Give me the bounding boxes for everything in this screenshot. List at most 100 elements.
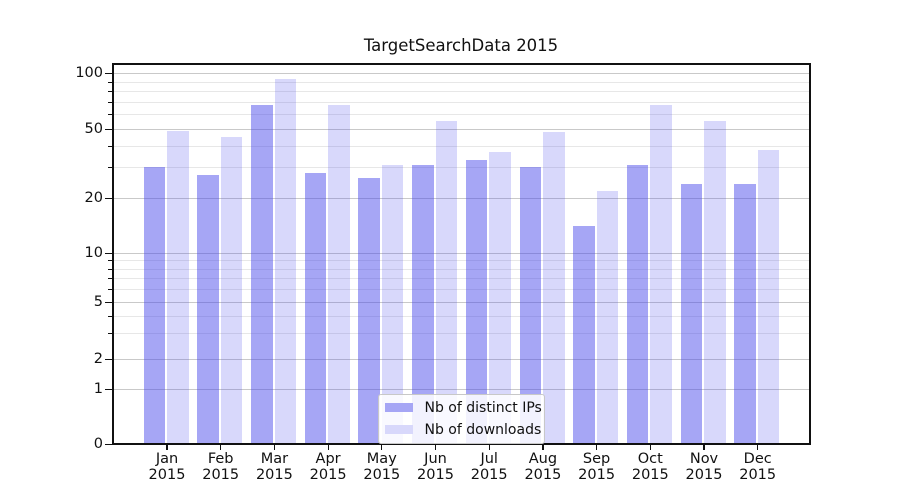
legend-item-distinct-ips: Nb of distinct IPs [379, 398, 544, 418]
y-minor-tick-mark-6 [108, 289, 112, 291]
minor-gridline-30 [113, 167, 810, 169]
x-tick-label-apr: Apr 2015 [309, 451, 347, 483]
top-spine [112, 63, 811, 65]
y-tick-mark-5 [105, 302, 112, 304]
x-tick-mark-dec [757, 444, 759, 450]
bar-ips-mar [251, 105, 273, 445]
minor-gridline-8 [113, 268, 810, 270]
x-tick-label-jan: Jan 2015 [148, 451, 186, 483]
bottom-spine [112, 443, 811, 446]
y-minor-tick-mark-4 [108, 315, 112, 317]
y-tick-mark-100 [105, 73, 112, 75]
x-tick-label-may: May 2015 [363, 451, 401, 483]
major-gridline-100 [113, 73, 810, 75]
minor-gridline-60 [113, 114, 810, 116]
major-gridline-50 [113, 129, 810, 131]
y-minor-tick-mark-9 [108, 260, 112, 262]
x-tick-label-aug: Aug 2015 [524, 451, 562, 483]
y-minor-tick-mark-3 [108, 333, 112, 335]
y-tick-mark-2 [105, 358, 112, 360]
bar-ips-jan [143, 167, 166, 445]
minor-gridline-6 [113, 289, 810, 291]
bar-downloads-jan [167, 130, 189, 445]
bar-downloads-feb [220, 136, 243, 445]
minor-gridline-40 [113, 145, 810, 147]
x-tick-mark-jun [434, 444, 437, 450]
major-gridline-2 [113, 358, 810, 360]
left-spine [112, 63, 114, 446]
x-tick-label-nov: Nov 2015 [685, 451, 723, 483]
x-tick-mark-may [381, 444, 383, 450]
y-tick-label-1: 1 [93, 381, 103, 397]
x-tick-mark-apr [327, 444, 329, 450]
x-tick-mark-sep [596, 444, 598, 450]
major-gridline-1 [113, 389, 810, 391]
x-tick-mark-aug [542, 444, 544, 450]
legend-swatch-downloads [384, 424, 413, 434]
bar-downloads-apr [328, 105, 350, 445]
x-tick-label-mar: Mar 2015 [255, 451, 293, 483]
x-tick-mark-mar [273, 444, 276, 450]
bar-ips-oct [626, 164, 649, 445]
bar-ips-jul [465, 160, 488, 445]
y-minor-tick-mark-30 [108, 167, 112, 169]
minor-gridline-70 [113, 101, 810, 103]
bar-downloads-jul [489, 151, 511, 445]
minor-gridline-90 [113, 81, 810, 83]
x-tick-label-oct: Oct 2015 [631, 451, 669, 483]
y-minor-tick-mark-40 [108, 145, 112, 147]
bar-ips-nov [680, 184, 703, 445]
minor-gridline-3 [113, 333, 810, 335]
legend: Nb of distinct IPs Nb of downloads [377, 393, 545, 444]
y-tick-mark-10 [105, 253, 112, 255]
x-tick-label-jul: Jul 2015 [470, 451, 508, 483]
bar-downloads-jun [435, 121, 458, 445]
y-tick-label-2: 2 [93, 350, 103, 367]
y-tick-label-50: 50 [84, 121, 103, 137]
minor-gridline-9 [113, 260, 810, 262]
y-minor-tick-mark-90 [108, 81, 112, 83]
bar-ips-jun [412, 164, 434, 445]
x-tick-label-sep: Sep 2015 [578, 451, 616, 483]
legend-swatch-distinct-ips [384, 402, 413, 412]
bar-downloads-oct [650, 105, 672, 445]
bar-downloads-nov [704, 121, 726, 445]
legend-item-downloads: Nb of downloads [379, 420, 544, 440]
x-tick-label-jun: Jun 2015 [417, 451, 454, 483]
legend-label-distinct-ips: Nb of distinct IPs [424, 399, 542, 416]
legend-label-downloads: Nb of downloads [424, 421, 542, 438]
bar-ips-dec [734, 184, 756, 445]
x-tick-mark-oct [649, 444, 651, 450]
y-minor-tick-mark-70 [108, 101, 112, 103]
x-tick-mark-jul [488, 444, 490, 450]
bar-downloads-may [381, 164, 404, 445]
bar-ips-apr [304, 172, 327, 445]
x-tick-mark-jan [166, 444, 168, 450]
right-spine [809, 63, 811, 446]
bar-ips-may [358, 178, 380, 445]
bar-ips-sep [573, 226, 595, 445]
y-tick-label-0: 0 [93, 435, 103, 452]
minor-gridline-4 [113, 315, 810, 317]
bar-ips-aug [519, 167, 541, 445]
x-tick-mark-feb [220, 444, 222, 450]
y-minor-tick-mark-80 [108, 91, 112, 93]
y-tick-mark-50 [105, 129, 112, 131]
y-tick-label-20: 20 [84, 190, 103, 206]
x-tick-label-dec: Dec 2015 [739, 451, 777, 483]
y-minor-tick-mark-7 [108, 278, 112, 280]
y-tick-mark-1 [105, 389, 112, 391]
major-gridline-5 [113, 302, 810, 304]
minor-gridline-80 [113, 91, 810, 93]
bar-downloads-aug [543, 132, 565, 445]
x-tick-label-feb: Feb 2015 [202, 451, 240, 483]
y-tick-label-5: 5 [93, 294, 103, 310]
minor-gridline-7 [113, 278, 810, 280]
y-tick-label-100: 100 [75, 65, 103, 81]
major-gridline-20 [113, 198, 810, 200]
